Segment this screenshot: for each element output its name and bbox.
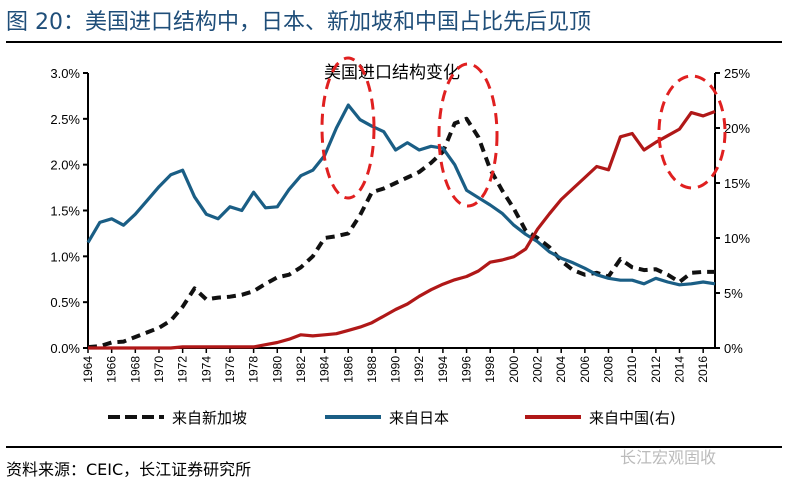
right-tick-label: 20%	[724, 121, 750, 136]
right-tick-label: 0%	[724, 341, 743, 356]
x-tick-label: 1964	[81, 356, 95, 383]
series-line-2	[88, 110, 716, 350]
x-tick-label: 1996	[460, 356, 474, 383]
x-tick-label: 1968	[128, 356, 142, 383]
x-tick-label: 1998	[483, 356, 497, 383]
x-tick-label: 1972	[176, 356, 190, 383]
x-tick-label: 2012	[649, 356, 663, 383]
left-tick-label: 1.5%	[50, 204, 80, 219]
x-tick-label: 1978	[247, 356, 261, 383]
x-tick-label: 2004	[554, 356, 568, 383]
figure-title: 图 20：美国进口结构中，日本、新加坡和中国占比先后见顶	[6, 10, 591, 35]
highlight-ellipse	[437, 62, 499, 208]
x-tick-label: 2016	[696, 356, 710, 383]
chart-title: 美国进口结构变化	[324, 63, 460, 83]
left-tick-label: 2.0%	[50, 158, 80, 173]
legend-label-1: 来自日本	[389, 409, 449, 427]
x-tick-label: 1970	[152, 356, 166, 383]
left-tick-label: 1.0%	[50, 249, 80, 264]
x-tick-label: 1976	[223, 356, 237, 383]
left-tick-label: 0.5%	[50, 295, 80, 310]
x-tick-label: 2000	[507, 356, 521, 383]
right-tick-label: 10%	[724, 231, 750, 246]
x-tick-label: 2010	[625, 356, 639, 383]
x-tick-label: 1994	[436, 356, 450, 383]
x-tick-label: 1990	[389, 356, 403, 383]
x-tick-label: 1982	[294, 356, 308, 383]
legend-label-2: 来自中国(右)	[589, 409, 676, 427]
series-line-0	[87, 116, 715, 350]
x-tick-label: 1992	[412, 356, 426, 383]
left-tick-label: 2.5%	[50, 112, 80, 127]
x-tick-label: 1984	[318, 356, 332, 383]
x-tick-label: 1988	[365, 356, 379, 383]
legend-label-0: 来自新加坡	[172, 409, 247, 427]
series-line-1	[86, 103, 716, 287]
x-tick-label: 1980	[270, 356, 284, 383]
x-tick-label: 2002	[531, 356, 545, 383]
left-tick-label: 0.0%	[50, 341, 80, 356]
highlight-ellipse	[657, 74, 727, 190]
x-tick-label: 1966	[105, 356, 119, 383]
right-tick-label: 5%	[724, 286, 743, 301]
footer-rule	[6, 446, 782, 448]
x-tick-label: 2014	[673, 356, 687, 383]
x-tick-label: 2006	[578, 356, 592, 383]
right-tick-label: 15%	[724, 176, 750, 191]
watermark: 长江宏观固收	[620, 448, 717, 467]
chart: 美国进口结构变化 0.0% 0.5% 1.0% 1.5% 2.0% 2.5% 3.0% 0% 5…	[50, 56, 750, 427]
highlight-ellipse	[320, 56, 376, 200]
left-tick-label: 3.0%	[50, 66, 80, 81]
source-note: 资料来源：CEIC，长江证券研究所	[6, 460, 252, 479]
x-tick-label: 1974	[199, 356, 213, 383]
x-tick-label: 2008	[602, 356, 616, 383]
x-tick-label: 1986	[341, 356, 355, 383]
header-rule	[6, 41, 782, 43]
right-tick-label: 25%	[724, 66, 750, 81]
